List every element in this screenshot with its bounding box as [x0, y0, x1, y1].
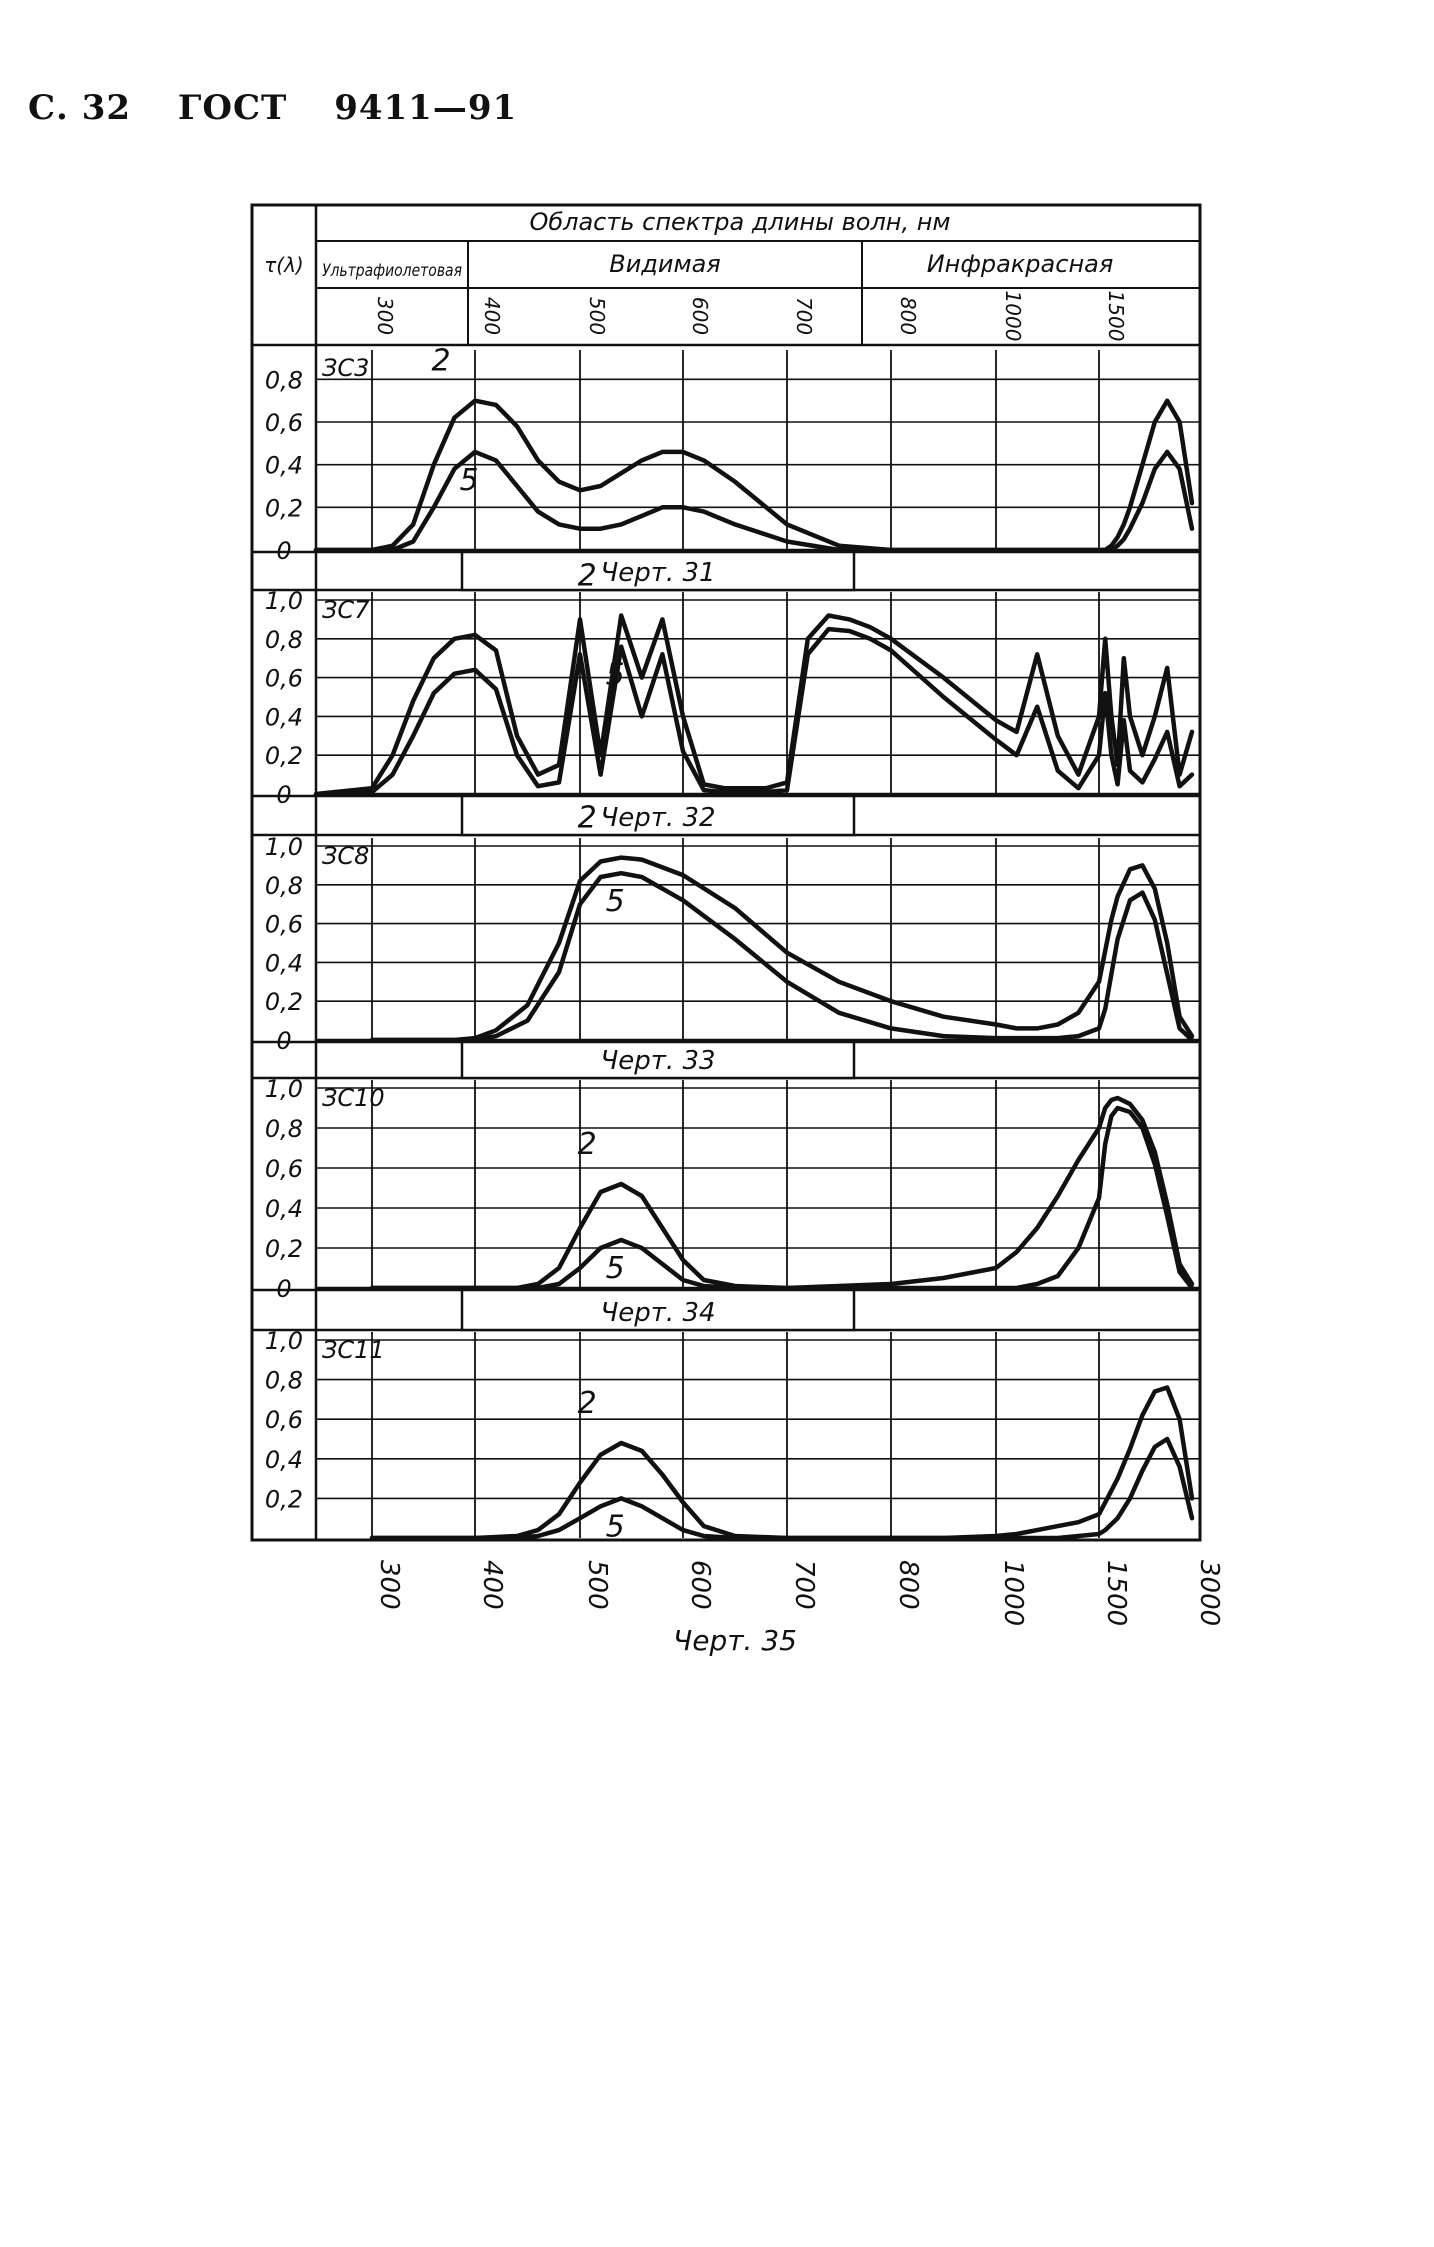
y-tick-label: 0,4 [265, 1195, 303, 1223]
y-tick-label: 0,4 [265, 452, 303, 480]
y-tick-label: 0,2 [265, 1485, 303, 1513]
y-tick-label: 1,0 [265, 833, 303, 861]
panel-label: ЗС7 [322, 596, 370, 624]
x-tick-1000: 1000 [998, 1560, 1028, 1626]
region-ultraviolet: Ультрафиолетовая [322, 261, 462, 281]
header-tick-1000: 1000 [1001, 291, 1025, 342]
curve-2 [369, 1095, 1195, 1291]
y-tick-label: 0,4 [265, 949, 303, 977]
series-label-5: 5 [606, 1251, 625, 1286]
panel-5: 1,0 0,8 0,6 0,4 0,2 ЗС11 2 5 [265, 1327, 1200, 1544]
curve-5 [369, 1105, 1195, 1291]
y-tick-label: 0,8 [265, 1115, 303, 1143]
x-tick-400: 400 [477, 1560, 507, 1610]
y-tick-label: 0,8 [265, 1367, 303, 1395]
header-tick-400: 400 [480, 297, 504, 335]
panel-caption: Черт. 34 [600, 1298, 715, 1328]
y-tick-label: 0,6 [265, 665, 303, 693]
y-axis-symbol: τ(λ) [264, 253, 303, 277]
panel-label: ЗС3 [322, 354, 369, 382]
panel-label: ЗС10 [322, 1084, 385, 1112]
series-label-2: 2 [431, 344, 450, 379]
figure-frame [250, 203, 1202, 1542]
series-label-5: 5 [459, 463, 478, 498]
y-tick-label: 0,2 [265, 988, 303, 1016]
series-label-2: 2 [578, 1127, 597, 1162]
curve-2 [369, 855, 1195, 1043]
panel-3: 1,00,80,60,40,20ЗС825Черт. 33 [252, 801, 1200, 1080]
header-tick-700: 700 [792, 297, 816, 335]
y-tick-label: 0,4 [265, 703, 303, 731]
page-number: С. 32 [28, 88, 132, 128]
panel-1: 0,80,60,40,20ЗС325Черт. 31 [252, 344, 1200, 592]
panel-label: ЗС8 [322, 842, 369, 870]
y-tick-label: 0,8 [265, 626, 303, 654]
panel-caption: Черт. 33 [600, 1046, 715, 1076]
header-tick-300: 300 [373, 297, 397, 335]
y-tick-label: 1,0 [265, 587, 303, 615]
y-tick-label: 0,4 [265, 1446, 303, 1474]
series-label-2: 2 [578, 801, 597, 836]
series-label-2: 2 [578, 559, 597, 594]
y-tick-label: 0,6 [265, 911, 303, 939]
curve-5 [369, 1436, 1195, 1541]
header-tick-1500: 1500 [1104, 291, 1128, 342]
chart-panels: 0,80,60,40,20ЗС325Черт. 311,00,80,60,40,… [252, 344, 1200, 1544]
x-tick-600: 600 [685, 1560, 715, 1610]
series-label-2: 2 [578, 1386, 597, 1421]
y-tick-label: 0,8 [265, 872, 303, 900]
caption-box [460, 550, 856, 592]
x-tick-3000: 3000 [1194, 1560, 1224, 1626]
curve-5 [369, 870, 1195, 1043]
curve-2 [313, 613, 1195, 797]
y-tick-label: 1,0 [265, 1327, 303, 1355]
x-tick-1500: 1500 [1101, 1560, 1131, 1626]
curve-2 [313, 398, 1195, 553]
y-tick-label: 0,2 [265, 1235, 303, 1263]
series-label-5: 5 [606, 1509, 625, 1544]
y-tick-label: 0,6 [265, 1155, 303, 1183]
panel-label: ЗС11 [322, 1336, 385, 1364]
header-tick-500: 500 [585, 297, 609, 335]
y-tick-label: 0,2 [265, 494, 303, 522]
series-label-5: 5 [606, 658, 625, 693]
y-tick-label: 1,0 [265, 1075, 303, 1103]
bottom-caption: Черт. 35 [673, 1624, 797, 1657]
caption-box [460, 794, 856, 837]
header-tick-600: 600 [688, 297, 712, 335]
y-tick-label: 0,2 [265, 742, 303, 770]
curve-2 [369, 1385, 1195, 1541]
x-tick-700: 700 [789, 1560, 819, 1610]
x-axis-tick-labels: 300 400 500 600 700 800 1000 1500 3000 [374, 1560, 1224, 1626]
caption-box [460, 1040, 856, 1080]
x-tick-500: 500 [582, 1560, 612, 1610]
standard-label: ГОСТ [177, 88, 288, 128]
header-wavelength-ticks: 300 400 500 600 700 800 1000 1500 [373, 291, 1128, 342]
series-label-5: 5 [606, 884, 625, 919]
spectral-header-table: τ(λ) Область спектра длины волн, нм Ульт… [252, 208, 1200, 347]
curve-5 [313, 449, 1195, 553]
header-title: Область спектра длины волн, нм [529, 208, 950, 236]
header-tick-800: 800 [896, 297, 920, 335]
panel-caption: Черт. 32 [600, 803, 715, 833]
y-tick-label: 0,8 [265, 366, 303, 394]
y-tick-label: 0,6 [265, 409, 303, 437]
standard-number: 9411—91 [334, 88, 518, 128]
region-infrared: Инфракрасная [927, 250, 1114, 278]
panel-caption: Черт. 31 [600, 558, 715, 588]
panel-4: 1,00,80,60,40,20ЗС1025Черт. 34 [252, 1075, 1200, 1332]
x-tick-800: 800 [893, 1560, 923, 1610]
region-visible: Видимая [609, 250, 721, 278]
y-tick-label: 0,6 [265, 1406, 303, 1434]
caption-box [460, 1288, 856, 1332]
x-tick-300: 300 [374, 1560, 404, 1610]
curve-5 [313, 626, 1195, 797]
page-header: С. 32 ГОСТ 9411—91 [28, 88, 551, 128]
panel-2: 1,00,80,60,40,20ЗС725Черт. 32 [252, 559, 1200, 837]
